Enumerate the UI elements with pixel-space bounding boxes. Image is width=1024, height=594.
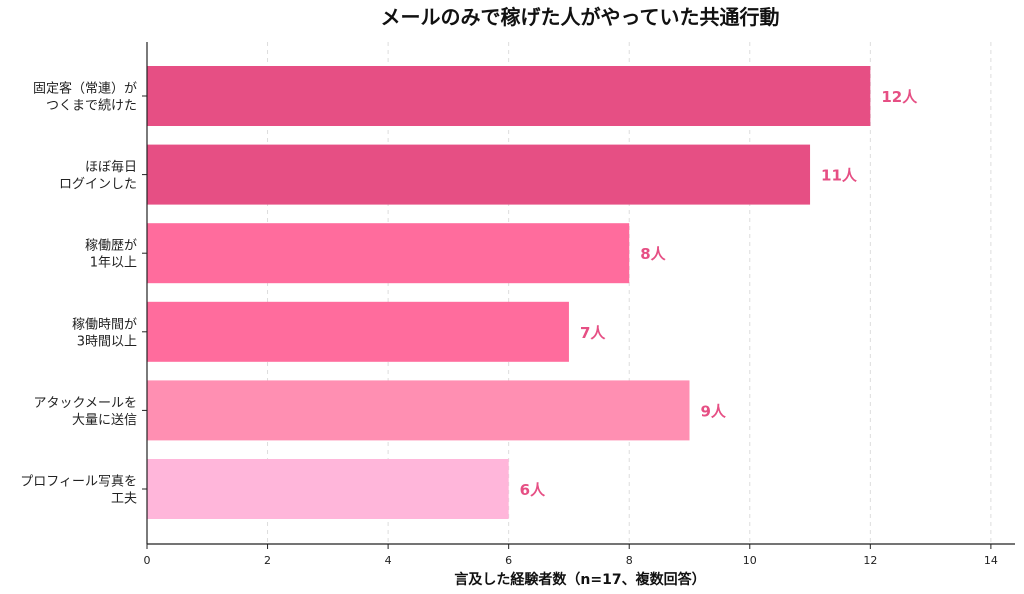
axes: 0 2 4 6 8 10 12 14 (142, 42, 1015, 567)
category-label-0: 固定客（常連）がつくまで続けた (33, 81, 137, 114)
chart-title: メールのみで稼げた人がやっていた共通行動 (381, 5, 780, 29)
x-tick-label-4: 8 (626, 554, 633, 567)
x-axis-title: 言及した経験者数（n=17、複数回答） (454, 571, 705, 588)
bars (147, 66, 871, 519)
category-label-line-4-1: 大量に送信 (72, 413, 137, 428)
x-tick-label-5: 10 (743, 554, 757, 567)
category-label-1: ほぼ毎日ログインした (59, 159, 137, 192)
category-label-line-5-1: 工夫 (111, 492, 137, 507)
x-tick-label-0: 0 (144, 554, 151, 567)
value-label-2: 8人 (640, 245, 666, 263)
category-label-line-1-1: ログインした (59, 177, 137, 192)
bar-4 (147, 380, 690, 441)
x-tick-label-6: 12 (863, 554, 877, 567)
category-label-line-1-0: ほぼ毎日 (85, 159, 137, 175)
category-label-2: 稼働歴が 1年以上 (85, 239, 137, 271)
x-tick-label-3: 6 (505, 554, 512, 567)
category-label-line-5-0: プロフィール写真を (20, 475, 137, 490)
category-label-line-3-1: 3時間以上 (77, 334, 137, 349)
bar-2 (147, 223, 630, 284)
value-label-1: 11人 (821, 167, 858, 185)
value-label-0: 12人 (881, 88, 918, 106)
category-label-3: 稼働時間が 3時間以上 (72, 317, 137, 349)
x-tick-label-7: 14 (984, 554, 998, 567)
category-label-line-0-1: つくまで続けた (46, 99, 137, 114)
category-label-line-4-0: アタックメールを (34, 396, 137, 411)
bar-3 (147, 301, 569, 362)
category-label-line-3-0: 稼働時間が (72, 317, 137, 332)
bar-1 (147, 144, 811, 205)
value-label-5: 6人 (520, 481, 546, 499)
labels: 12人 固定客（常連）がつくまで続けた 11人 ほぼ毎日ログインした 8人 稼働歴が 1年以… (20, 81, 918, 507)
category-label-line-2-0: 稼働歴が (85, 239, 137, 254)
value-label-3: 7人 (580, 324, 606, 342)
bar-5 (147, 459, 509, 519)
category-label-5: プロフィール写真を工夫 (20, 475, 137, 507)
x-tick-label-1: 2 (264, 554, 271, 567)
category-label-line-0-0: 固定客（常連）が (33, 81, 137, 97)
value-label-4: 9人 (701, 402, 727, 420)
category-label-line-2-1: 1年以上 (90, 256, 137, 271)
bar-0 (147, 66, 871, 126)
category-label-4: アタックメールを大量に送信 (34, 396, 137, 428)
x-tick-label-2: 4 (385, 554, 392, 567)
